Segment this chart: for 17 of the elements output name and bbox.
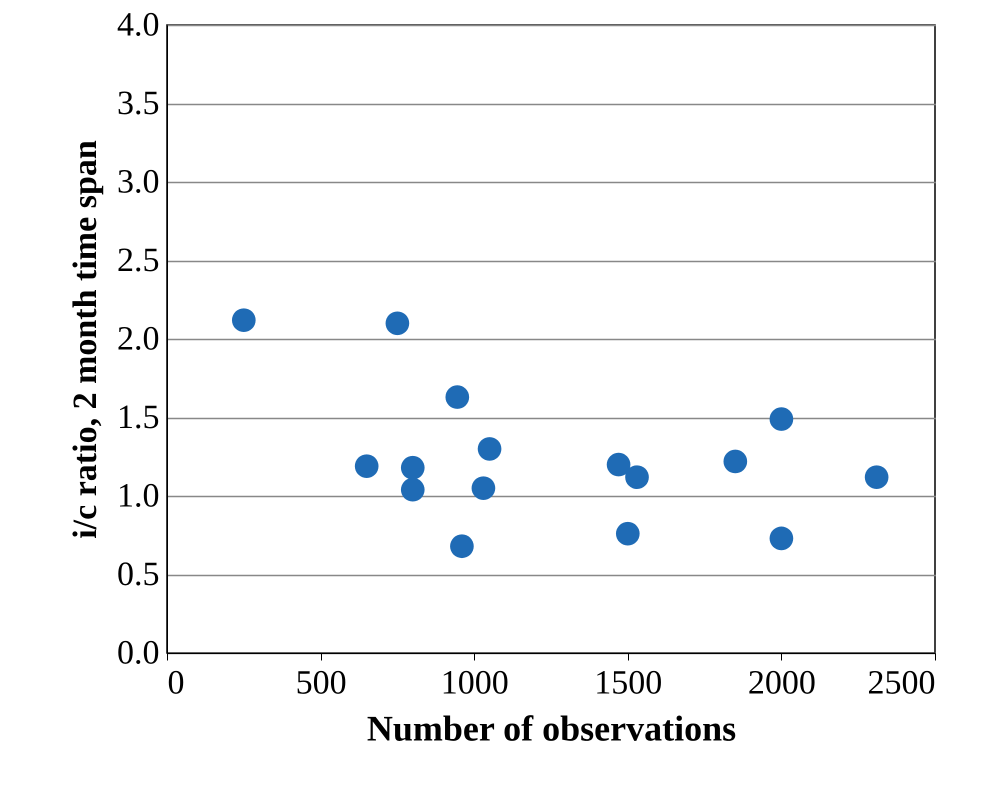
y-tick-label: 3.5 xyxy=(117,85,160,122)
x-tick-label: 1500 xyxy=(594,664,662,702)
y-tick-label: 4.0 xyxy=(117,6,160,44)
x-axis-title: Number of observations xyxy=(366,708,736,748)
y-tick-label: 0.0 xyxy=(117,634,160,672)
y-tick-label: 3.0 xyxy=(117,164,160,200)
y-tick-label: 2.0 xyxy=(117,320,160,358)
y-tick-label: 1.5 xyxy=(117,399,160,436)
y-tick-label: 1.0 xyxy=(117,478,160,514)
x-tick-label: 2500 xyxy=(868,664,936,702)
y-tick-label: 0.5 xyxy=(117,556,160,593)
x-tick-label: 500 xyxy=(296,664,347,702)
x-tick-label: 2000 xyxy=(748,664,816,702)
x-tick-label: 1000 xyxy=(440,664,509,702)
y-tick-label: 2.5 xyxy=(117,242,160,279)
y-axis-title: i/c ratio, 2 month time span xyxy=(67,140,104,539)
x-tick-label: 0 xyxy=(168,664,184,702)
